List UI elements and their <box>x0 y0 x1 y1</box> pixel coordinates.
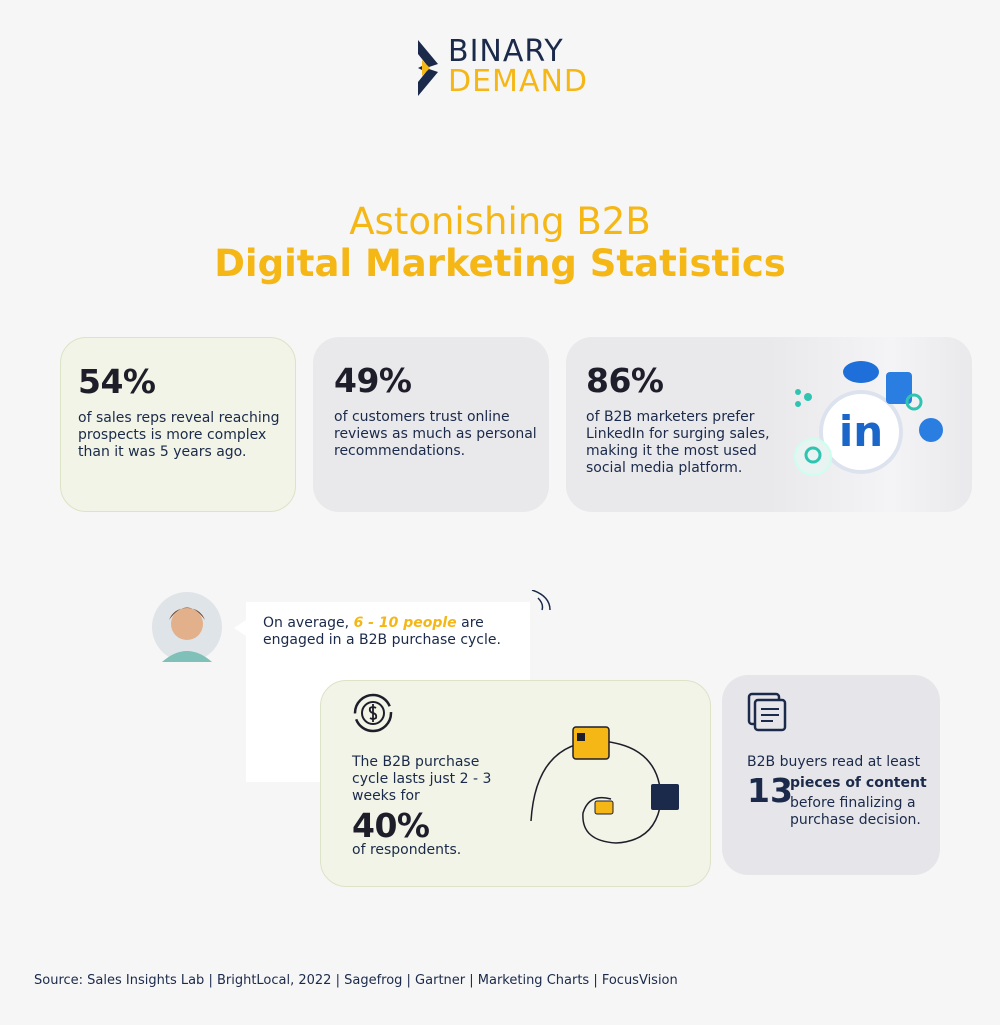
stat-text: of sales reps reveal reaching prospects … <box>78 410 280 460</box>
source: Source: Sales Insights Lab | BrightLocal… <box>34 973 678 988</box>
cycle-stat: 40% <box>352 806 430 845</box>
document-icon <box>747 692 787 732</box>
stat-text: of B2B marketers prefer LinkedIn for sur… <box>586 409 770 476</box>
cycle-card: The B2B purchase cycle lasts just 2 - 3 … <box>320 680 711 887</box>
content-stat: 13 <box>747 771 793 810</box>
title-line1: Astonishing B2B <box>349 200 651 243</box>
avatar <box>152 590 551 662</box>
quote: On average, 6 - 10 people are engaged in… <box>263 615 518 649</box>
content-bold: pieces of content <box>790 775 927 791</box>
logo-line2: DEMAND <box>448 64 589 99</box>
spiral-illustration <box>530 726 679 844</box>
stat-card: 86% of B2B marketers prefer LinkedIn for… <box>566 337 972 512</box>
linkedin-illustration: in <box>794 361 943 476</box>
content-text: B2B buyers read at least <box>747 754 921 770</box>
logo-line1: BINARY <box>448 34 564 69</box>
quote-highlight: 6 - 10 people <box>353 615 457 631</box>
speech-tail <box>234 620 246 636</box>
stat-card: 49% of customers trust online reviews as… <box>313 337 549 512</box>
stat-text: of customers trust online reviews as muc… <box>334 409 537 459</box>
stat-card: 54% of sales reps reveal reaching prospe… <box>60 337 296 512</box>
quote-text: are engaged in a B2B purchase cycle. <box>263 615 501 648</box>
money-cycle-icon <box>353 693 393 733</box>
cycle-text: The B2B purchase cycle lasts just 2 - 3 … <box>352 754 492 804</box>
quote-text: On average, <box>263 615 350 631</box>
stat: 49% <box>334 361 412 400</box>
content-after: before finalizing a purchase decision. <box>790 795 921 828</box>
linkedin-icon: in <box>839 407 883 456</box>
title-line2: Digital Marketing Statistics <box>214 242 786 285</box>
stat: 86% <box>586 361 664 400</box>
content-card: B2B buyers read at least 13 pieces of co… <box>722 675 940 875</box>
cycle-after: of respondents. <box>352 842 462 858</box>
stat: 54% <box>78 362 156 401</box>
logo-mark <box>418 40 438 96</box>
